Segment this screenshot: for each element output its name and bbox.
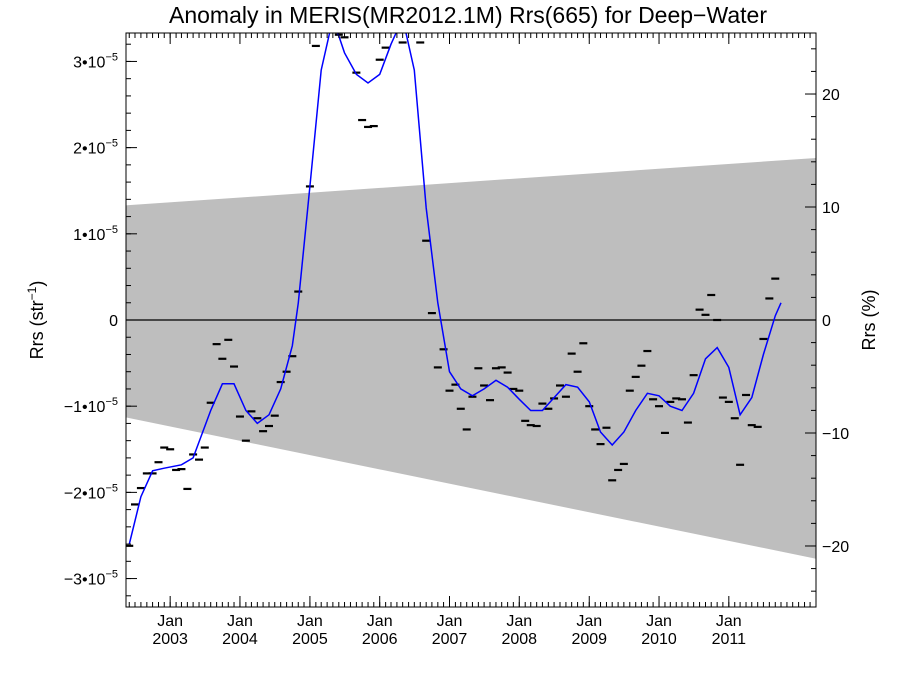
y2-tick-label: 20	[822, 87, 840, 104]
y2-tick-label: −20	[822, 539, 849, 556]
x-tick-year: 2008	[501, 631, 537, 648]
smoothed-series-line	[128, 33, 782, 545]
y2-tick-label: 0	[822, 313, 831, 330]
x-tick-year: 2009	[571, 631, 607, 648]
x-tick-month: Jan	[297, 613, 323, 630]
y-tick-label: −2•10−5	[64, 482, 118, 502]
y-axis-right: 20 10 0 −10 −20	[805, 48, 849, 592]
x-tick-month: Jan	[367, 613, 393, 630]
x-tick-year: 2007	[432, 631, 468, 648]
y2-axis-label: Rrs (%)	[859, 290, 879, 351]
y2-tick-label: 10	[822, 200, 840, 217]
y-axis-label: Rrs (str−1)	[25, 281, 47, 360]
y-tick-label: 2•10−5	[73, 138, 118, 158]
x-tick-month: Jan	[716, 613, 742, 630]
confidence-band	[126, 157, 816, 559]
plot-area	[126, 33, 816, 559]
chart-title: Anomaly in MERIS(MR2012.1M) Rrs(665) for…	[169, 2, 767, 28]
x-tick-year: 2005	[292, 631, 328, 648]
x-tick-month: Jan	[506, 613, 532, 630]
x-tick-month: Jan	[157, 613, 183, 630]
y-tick-label: 0	[109, 313, 118, 330]
y2-tick-label: −10	[822, 426, 849, 443]
y-tick-label: 1•10−5	[73, 224, 118, 244]
x-tick-year: 2004	[222, 631, 258, 648]
data-markers	[126, 33, 780, 547]
y-axis-left: 3•10−5 2•10−5 1•10−5 0 −1•10−5 −2•10−5 −3•10−5	[64, 43, 137, 597]
y-tick-label: −1•10−5	[64, 396, 118, 416]
x-tick-month: Jan	[576, 613, 602, 630]
x-tick-year: 2003	[152, 631, 188, 648]
x-tick-month: Jan	[646, 613, 672, 630]
x-tick-month: Jan	[437, 613, 463, 630]
y-tick-label: 3•10−5	[73, 51, 118, 71]
x-tick-year: 2010	[641, 631, 677, 648]
y-tick-label: −3•10−5	[64, 569, 118, 589]
x-tick-year: 2011	[712, 631, 747, 648]
x-axis: Jan2003Jan2004Jan2005Jan2006Jan2007Jan20…	[128, 33, 817, 648]
x-tick-year: 2006	[362, 631, 398, 648]
x-tick-month: Jan	[227, 613, 253, 630]
